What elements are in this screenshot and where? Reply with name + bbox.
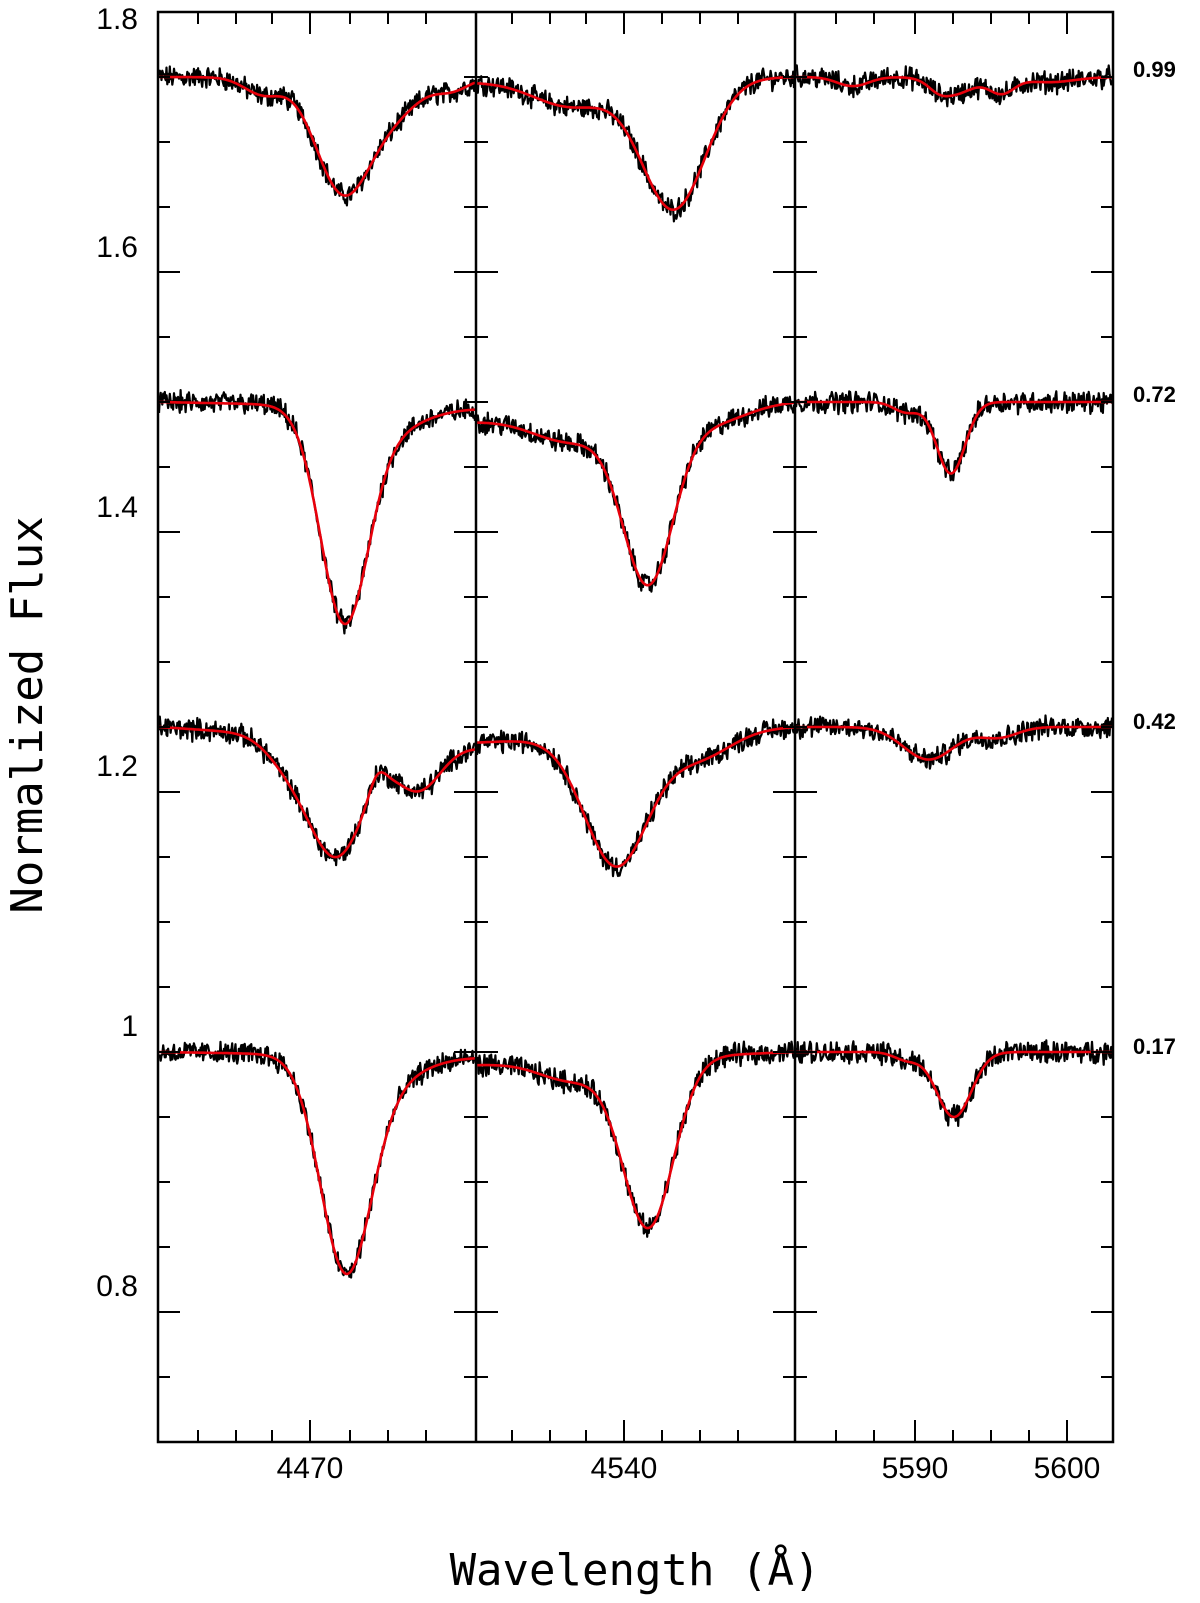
model-spectrum-0.42-panel-3 [796,725,1112,761]
phase-label-0.72: 0.72 [1133,382,1176,407]
x-tick-label-5600: 5600 [1034,1452,1101,1485]
phase-label-0.17: 0.17 [1133,1034,1176,1059]
model-spectrum-0.72-panel-2 [476,401,795,587]
spectra-group [157,64,1114,1279]
observed-spectrum-0.99-panel-2 [475,67,796,223]
y-tick-label-1.4: 1.4 [96,491,138,524]
y-tick-label-0.8: 0.8 [96,1270,138,1303]
model-spectrum-0.72-panel-3 [796,400,1112,475]
model-spectrum-0.99-panel-2 [476,75,794,211]
model-spectrum-0.42-panel-2 [477,726,795,868]
observed-spectrum-0.72-panel-2 [475,394,796,593]
model-spectrum-0.42-panel-1 [158,725,476,859]
x-tick-label-4540: 4540 [591,1452,658,1485]
model-spectrum-0.99-panel-1 [159,75,476,197]
observed-spectrum-0.99-panel-1 [157,65,477,207]
observed-spectrum-0.72-panel-3 [794,390,1114,482]
model-spectrum-0.17-panel-1 [159,1050,476,1276]
tick-marks [158,12,1113,1442]
x-axis-title: Wavelength (Å) [450,1543,821,1596]
y-axis-title: Normalized Flux [2,516,53,913]
model-spectrum-0.99-panel-3 [796,75,1112,98]
model-spectrum-0.17-panel-2 [477,1050,794,1230]
y-tick-label-1.6: 1.6 [96,231,138,264]
phase-label-0.42: 0.42 [1133,709,1176,734]
plot-frame [156,10,1115,1444]
observed-spectrum-0.17-panel-1 [158,1040,476,1279]
y-tick-label-1: 1 [121,1010,138,1043]
plot-border [156,10,1115,1444]
observed-spectrum-0.42-panel-1 [157,715,477,867]
model-spectrum-0.72-panel-1 [159,400,476,626]
model-spectrum-0.17-panel-3 [796,1050,1112,1119]
x-tick-label-4470: 4470 [277,1452,344,1485]
observed-spectrum-0.99-panel-3 [794,64,1114,108]
phase-label-0.99: 0.99 [1133,57,1176,82]
x-tick-label-5590: 5590 [882,1452,949,1485]
y-tick-label-1.2: 1.2 [96,750,138,783]
y-tick-label-1.8: 1.8 [96,3,138,36]
observed-spectrum-0.42-panel-3 [794,714,1114,770]
